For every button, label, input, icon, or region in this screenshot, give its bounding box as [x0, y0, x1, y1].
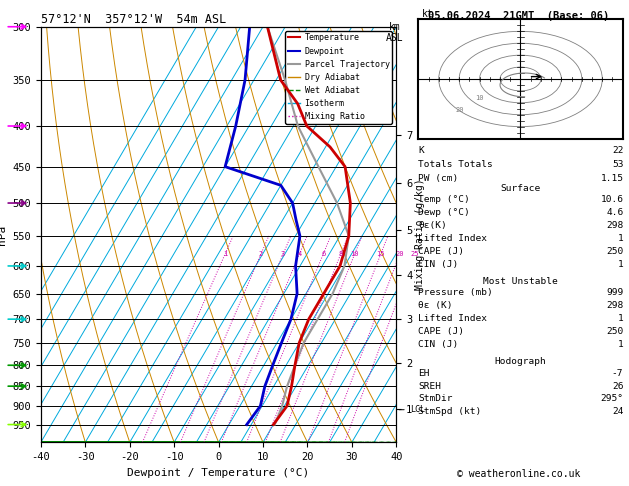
Text: EH: EH: [418, 369, 430, 378]
Text: Surface: Surface: [501, 184, 540, 193]
Text: -7: -7: [612, 369, 623, 378]
Text: θε (K): θε (K): [418, 301, 453, 311]
Text: 20: 20: [455, 107, 464, 113]
Text: 22: 22: [612, 146, 623, 155]
Text: 1: 1: [618, 314, 623, 323]
Text: 10: 10: [476, 95, 484, 102]
Text: 6: 6: [321, 251, 325, 257]
Text: kt: kt: [423, 9, 434, 19]
Text: Lifted Index: Lifted Index: [418, 234, 487, 243]
Y-axis label: hPa: hPa: [0, 225, 7, 244]
Text: 10: 10: [350, 251, 359, 257]
Text: CIN (J): CIN (J): [418, 260, 459, 269]
Text: 999: 999: [606, 289, 623, 297]
Text: Temp (°C): Temp (°C): [418, 195, 470, 205]
Text: 1.15: 1.15: [600, 174, 623, 183]
Text: 1: 1: [618, 340, 623, 349]
Text: 298: 298: [606, 301, 623, 311]
Text: 1: 1: [618, 260, 623, 269]
Text: K: K: [418, 146, 424, 155]
Text: 250: 250: [606, 327, 623, 336]
Text: StmDir: StmDir: [418, 395, 453, 403]
Text: Pressure (mb): Pressure (mb): [418, 289, 493, 297]
Text: θε(K): θε(K): [418, 221, 447, 230]
Text: SREH: SREH: [418, 382, 442, 391]
Text: 53: 53: [612, 160, 623, 169]
Text: © weatheronline.co.uk: © weatheronline.co.uk: [457, 469, 581, 479]
Text: 15: 15: [376, 251, 385, 257]
Text: 3: 3: [281, 251, 285, 257]
Text: Totals Totals: Totals Totals: [418, 160, 493, 169]
Text: Lifted Index: Lifted Index: [418, 314, 487, 323]
Text: 295°: 295°: [600, 395, 623, 403]
Text: 4.6: 4.6: [606, 208, 623, 217]
Text: 24: 24: [612, 407, 623, 417]
Text: 05.06.2024  21GMT  (Base: 06): 05.06.2024 21GMT (Base: 06): [428, 11, 610, 21]
Text: 26: 26: [612, 382, 623, 391]
Text: 57°12'N  357°12'W  54m ASL: 57°12'N 357°12'W 54m ASL: [41, 13, 226, 26]
Text: 2: 2: [259, 251, 263, 257]
Text: CIN (J): CIN (J): [418, 340, 459, 349]
Text: 1: 1: [223, 251, 227, 257]
Text: km
ASL: km ASL: [386, 22, 404, 43]
Y-axis label: Mixing Ratio (g/kg): Mixing Ratio (g/kg): [415, 179, 425, 290]
Text: 25: 25: [411, 251, 419, 257]
Text: 1: 1: [618, 234, 623, 243]
Text: 250: 250: [606, 247, 623, 256]
Text: Dewp (°C): Dewp (°C): [418, 208, 470, 217]
Text: 8: 8: [338, 251, 343, 257]
Text: Most Unstable: Most Unstable: [483, 277, 558, 286]
Text: 298: 298: [606, 221, 623, 230]
X-axis label: Dewpoint / Temperature (°C): Dewpoint / Temperature (°C): [128, 468, 309, 478]
Legend: Temperature, Dewpoint, Parcel Trajectory, Dry Adiabat, Wet Adiabat, Isotherm, Mi: Temperature, Dewpoint, Parcel Trajectory…: [286, 31, 392, 124]
Text: Hodograph: Hodograph: [494, 357, 547, 366]
Text: 4: 4: [298, 251, 301, 257]
Text: 20: 20: [396, 251, 404, 257]
Text: CAPE (J): CAPE (J): [418, 327, 464, 336]
Text: PW (cm): PW (cm): [418, 174, 459, 183]
Text: 10.6: 10.6: [600, 195, 623, 205]
Text: CAPE (J): CAPE (J): [418, 247, 464, 256]
Text: StmSpd (kt): StmSpd (kt): [418, 407, 482, 417]
Text: LCL: LCL: [411, 405, 425, 414]
